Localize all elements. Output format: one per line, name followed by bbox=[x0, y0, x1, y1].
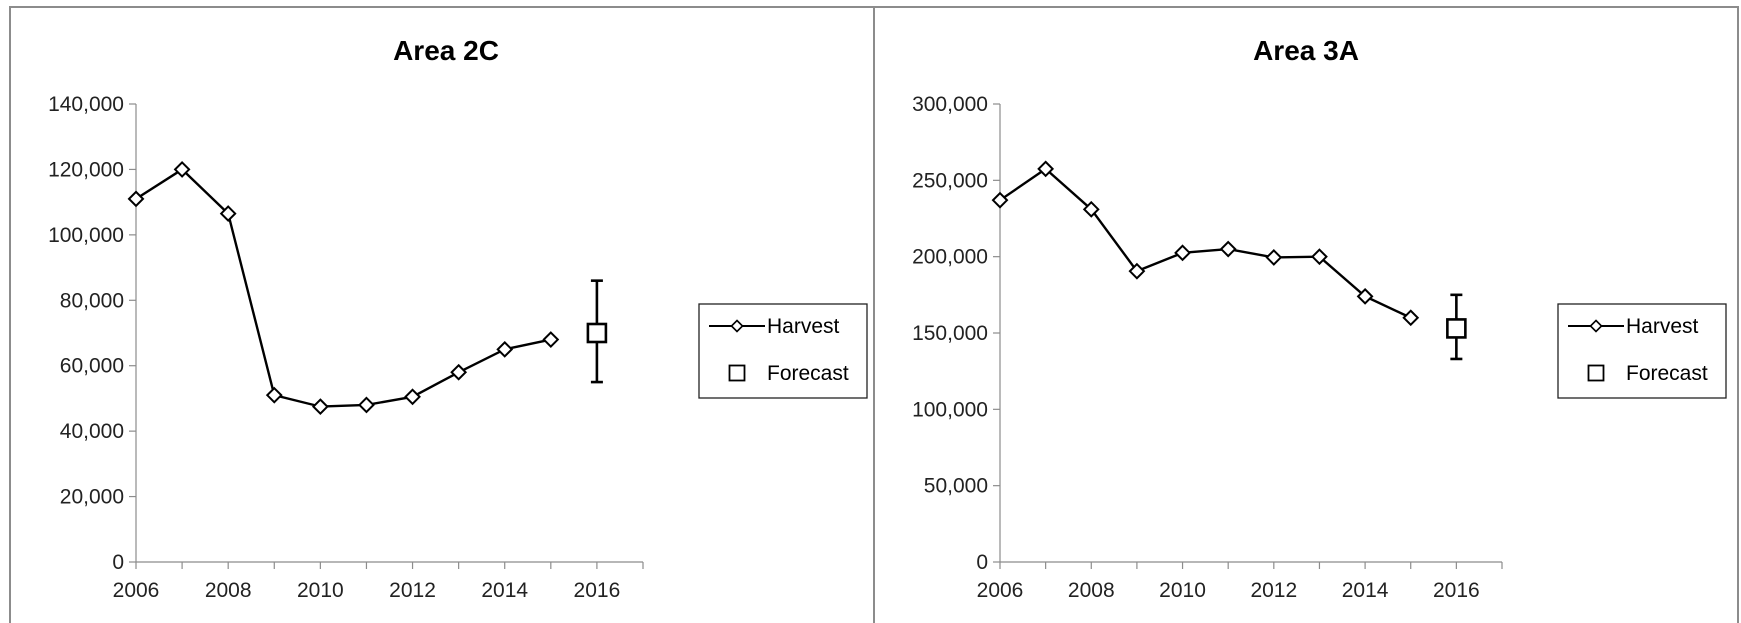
x-tick-label: 2006 bbox=[113, 579, 160, 602]
chart-title: Area 3A bbox=[1253, 35, 1359, 66]
legend-forecast-marker bbox=[728, 364, 746, 382]
y-tick-label: 100,000 bbox=[912, 398, 988, 421]
chart-panel-1: Area 2C 0 20,000 40,000 60,000 80,000 100,000 1… bbox=[9, 6, 875, 623]
chart-title: Area 2C bbox=[393, 35, 499, 66]
harvest-point bbox=[1356, 287, 1374, 305]
y-tick-label: 120,000 bbox=[48, 158, 124, 181]
harvest-point bbox=[1311, 248, 1328, 266]
y-tick-label: 80,000 bbox=[60, 289, 124, 312]
harvest-point bbox=[358, 396, 375, 414]
harvest-point bbox=[173, 161, 191, 178]
harvest-point bbox=[991, 191, 1009, 209]
legend-harvest-marker bbox=[1589, 319, 1603, 333]
harvest-point bbox=[219, 205, 237, 223]
y-tick-label: 150,000 bbox=[912, 322, 988, 345]
y-tick-label: 250,000 bbox=[912, 169, 988, 192]
harvest-point bbox=[1037, 160, 1055, 178]
legend: Harvest Forecast bbox=[1557, 303, 1727, 399]
x-tick-label: 2010 bbox=[297, 579, 344, 602]
chart-panel-2: Area 3A 0 50,000 100,000 150,000 200,000 250,0… bbox=[873, 6, 1739, 623]
x-tick-label: 2010 bbox=[1159, 579, 1206, 602]
y-tick-label: 0 bbox=[976, 551, 988, 574]
harvest-point bbox=[496, 340, 514, 358]
harvest-point bbox=[127, 190, 145, 208]
y-tick-label: 140,000 bbox=[48, 93, 124, 116]
legend-harvest-marker bbox=[730, 319, 744, 333]
harvest-point bbox=[1402, 309, 1420, 327]
x-tick-label: 2014 bbox=[481, 579, 528, 602]
series-line-harvest bbox=[135, 167, 552, 408]
harvest-point bbox=[1082, 200, 1100, 218]
harvest-point bbox=[450, 363, 468, 381]
y-tick-label: 200,000 bbox=[912, 246, 988, 269]
x-tick-label: 2016 bbox=[1433, 579, 1480, 602]
x-tick-label: 2014 bbox=[1342, 579, 1389, 602]
harvest-point bbox=[1128, 262, 1146, 280]
legend-label-harvest: Harvest bbox=[1626, 315, 1699, 338]
x-tick-label: 2016 bbox=[574, 579, 621, 602]
harvest-point bbox=[265, 386, 283, 404]
harvest-point bbox=[1219, 240, 1237, 258]
y-tick-label: 60,000 bbox=[60, 355, 124, 378]
harvest-point bbox=[1174, 244, 1191, 262]
harvest-point bbox=[404, 388, 421, 406]
x-tick-label: 2008 bbox=[1068, 579, 1115, 602]
y-tick-label: 50,000 bbox=[924, 475, 988, 498]
legend-label-harvest: Harvest bbox=[767, 315, 840, 338]
x-tick-label: 2008 bbox=[205, 579, 252, 602]
forecast-point bbox=[586, 322, 608, 344]
forecast-point bbox=[1446, 318, 1467, 339]
harvest-point bbox=[1265, 249, 1283, 266]
harvest-point bbox=[542, 331, 560, 348]
y-tick-label: 40,000 bbox=[60, 420, 124, 443]
legend-label-forecast: Forecast bbox=[1626, 362, 1708, 385]
x-tick-label: 2012 bbox=[1250, 579, 1297, 602]
y-tick-label: 100,000 bbox=[48, 224, 124, 247]
y-tick-label: 20,000 bbox=[60, 486, 124, 509]
legend-box bbox=[698, 303, 868, 399]
y-tick-label: 0 bbox=[112, 551, 124, 574]
legend-box bbox=[1557, 303, 1727, 399]
y-tick-label: 300,000 bbox=[912, 93, 988, 116]
legend: Harvest Forecast bbox=[698, 303, 868, 399]
x-tick-label: 2006 bbox=[977, 579, 1024, 602]
legend-label-forecast: Forecast bbox=[767, 362, 849, 385]
harvest-point bbox=[311, 398, 329, 416]
series-line-harvest bbox=[999, 167, 1412, 319]
x-tick-label: 2012 bbox=[389, 579, 436, 602]
legend-forecast-marker bbox=[1587, 364, 1605, 382]
